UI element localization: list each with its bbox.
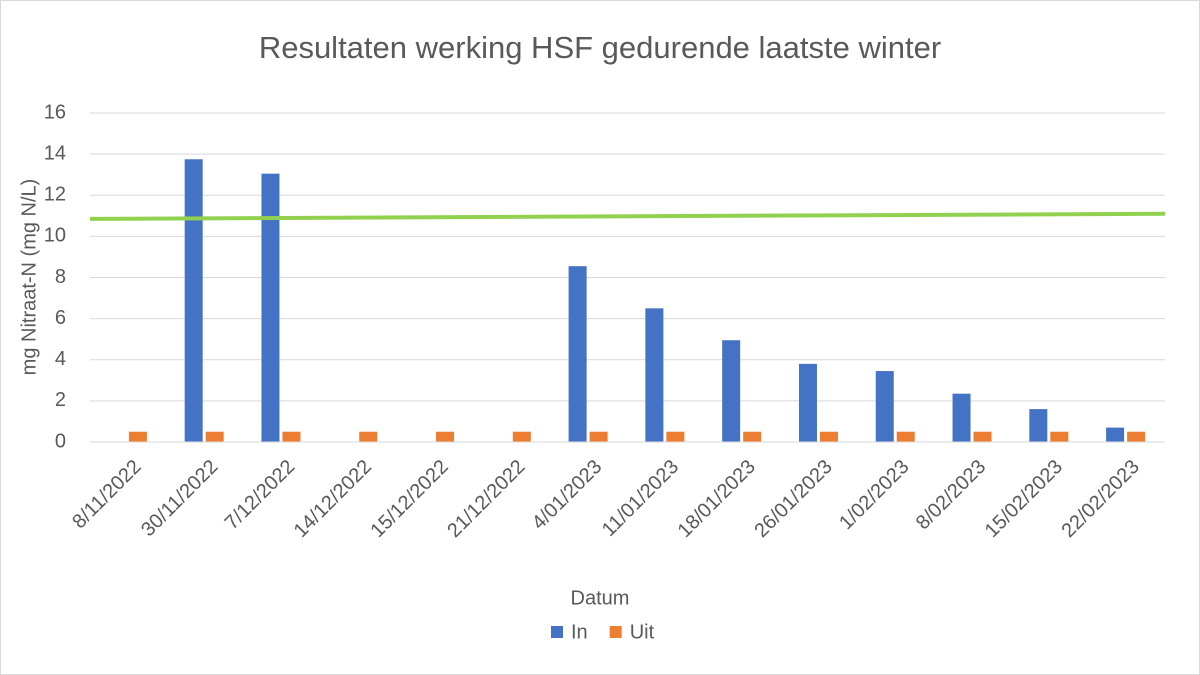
bar bbox=[1050, 431, 1069, 442]
bar bbox=[645, 308, 664, 442]
y-tick-label: 12 bbox=[44, 184, 66, 206]
x-axis-title: Datum bbox=[571, 587, 630, 609]
y-tick-label: 14 bbox=[44, 142, 66, 164]
y-tick-label: 8 bbox=[55, 266, 66, 288]
bar bbox=[261, 173, 280, 443]
trend-line bbox=[89, 211, 1166, 221]
bar bbox=[875, 371, 894, 442]
bar bbox=[666, 431, 685, 442]
y-axis-title: mg Nitraat-N (mg N/L) bbox=[18, 179, 40, 376]
y-tick-label: 2 bbox=[55, 389, 66, 411]
legend-label: In bbox=[571, 621, 588, 643]
bar bbox=[589, 431, 608, 442]
bar bbox=[1127, 431, 1146, 442]
y-tick-label: 6 bbox=[55, 307, 66, 329]
bar bbox=[743, 431, 762, 442]
chart-title: Resultaten werking HSF gedurende laatste… bbox=[259, 30, 941, 65]
bar bbox=[952, 393, 971, 442]
bar bbox=[512, 431, 531, 442]
bar bbox=[896, 431, 915, 442]
legend-swatch bbox=[551, 626, 563, 638]
y-tick-label: 0 bbox=[55, 430, 66, 452]
bar bbox=[436, 431, 455, 442]
bar bbox=[128, 431, 147, 442]
bar bbox=[722, 340, 741, 442]
y-tick-label: 4 bbox=[55, 348, 66, 370]
bar bbox=[568, 266, 587, 442]
bar bbox=[819, 431, 838, 442]
legend-label: Uit bbox=[630, 621, 655, 643]
y-tick-label: 10 bbox=[44, 225, 66, 247]
bar bbox=[359, 431, 378, 442]
bar bbox=[184, 159, 203, 442]
bar bbox=[282, 431, 301, 442]
bar bbox=[1029, 409, 1048, 442]
bar bbox=[205, 431, 224, 442]
legend-swatch bbox=[609, 626, 622, 638]
y-tick-label: 16 bbox=[44, 101, 66, 123]
bar bbox=[798, 363, 817, 442]
bar bbox=[973, 431, 992, 442]
bar bbox=[1106, 427, 1125, 442]
